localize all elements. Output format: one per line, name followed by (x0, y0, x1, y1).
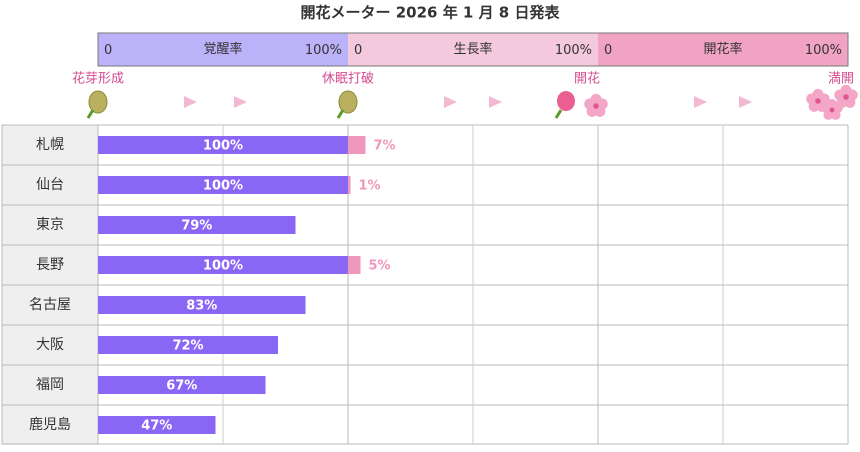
category-label: 札幌 (36, 137, 64, 153)
category-label: 仙台 (36, 177, 64, 193)
bud-stem (86, 109, 95, 119)
bar (98, 296, 306, 314)
bar (98, 336, 278, 354)
flower-center (843, 94, 849, 100)
arrow-icon (739, 96, 752, 108)
value-label: 83% (186, 299, 217, 314)
bar (348, 256, 361, 274)
bar (348, 176, 351, 194)
flower-petal (844, 96, 856, 108)
flower-center (593, 103, 599, 109)
category-label: 福岡 (36, 377, 64, 393)
x-tick-label: 100% (305, 43, 342, 58)
category-label: 大阪 (36, 337, 64, 353)
section-header (98, 33, 348, 66)
section-header (598, 33, 848, 66)
x-tick-label: 0 (104, 43, 112, 58)
bar (98, 416, 216, 434)
value-label: 67% (166, 379, 197, 394)
bar (98, 176, 348, 194)
bud-stem (554, 109, 563, 119)
value-label: 1% (359, 179, 381, 194)
stage-label: 満開 (828, 72, 854, 87)
flower-petal (821, 103, 832, 114)
x-tick-label: 0 (604, 43, 612, 58)
value-label: 79% (181, 219, 212, 234)
section-title: 生長率 (453, 41, 492, 57)
value-label: 47% (141, 419, 172, 434)
flower-petal (834, 89, 846, 101)
bud-icon (338, 90, 358, 114)
bar (348, 136, 366, 154)
x-tick-label: 100% (555, 43, 592, 58)
stage-label: 花芽形成 (72, 71, 124, 87)
value-label: 72% (172, 339, 203, 354)
section-title: 開花率 (703, 41, 742, 57)
chart-title: 開花メーター 2026 年 1 月 8 日発表 (301, 4, 561, 22)
bar (98, 136, 348, 154)
bar (98, 256, 348, 274)
stage-label: 休眠打破 (322, 72, 374, 87)
flower-petal (830, 109, 841, 120)
flower-center (829, 107, 835, 113)
arrow-icon (444, 96, 457, 108)
arrow-icon (694, 96, 707, 108)
category-label: 長野 (36, 257, 64, 273)
category-label: 東京 (36, 217, 64, 233)
value-label: 5% (369, 259, 391, 274)
value-label: 7% (374, 139, 396, 154)
bar (98, 376, 266, 394)
flower-petal (584, 98, 596, 110)
flower-center (815, 98, 821, 104)
value-label: 100% (203, 179, 243, 194)
flower-petal (806, 93, 818, 105)
category-label: 名古屋 (29, 297, 71, 313)
value-label: 100% (203, 259, 243, 274)
bloom-bud (557, 91, 575, 111)
arrow-icon (234, 96, 247, 108)
value-label: 100% (203, 139, 243, 154)
arrow-icon (489, 96, 502, 108)
arrow-icon (184, 96, 197, 108)
x-tick-label: 0 (354, 43, 362, 58)
x-tick-label: 100% (805, 43, 842, 58)
bud-icon (88, 90, 108, 114)
flower-petal (594, 105, 606, 117)
bar (98, 216, 296, 234)
section-title: 覚醒率 (203, 41, 242, 57)
category-label: 鹿児島 (29, 416, 71, 433)
stage-label: 開花 (574, 71, 600, 87)
bud-stem (336, 109, 345, 119)
header-border (97, 32, 849, 67)
section-header (348, 33, 598, 66)
